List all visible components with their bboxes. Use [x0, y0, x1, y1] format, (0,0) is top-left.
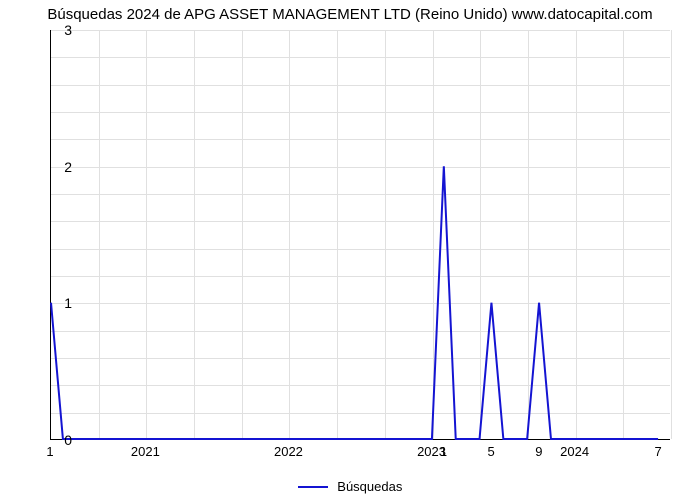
- x-tick-label: 1: [440, 444, 447, 459]
- legend-swatch: [298, 486, 328, 488]
- y-tick-label: 1: [52, 295, 72, 311]
- x-tick-label: 2024: [560, 444, 589, 459]
- y-tick-label: 3: [52, 22, 72, 38]
- x-tick-label: 2022: [274, 444, 303, 459]
- x-tick-label: 9: [535, 444, 542, 459]
- gridline-v: [671, 30, 672, 439]
- y-tick-label: 2: [52, 159, 72, 175]
- line-series: [51, 30, 670, 439]
- x-tick-label: 2021: [131, 444, 160, 459]
- x-tick-label: 5: [488, 444, 495, 459]
- x-tick-label: 7: [654, 444, 661, 459]
- legend-label: Búsquedas: [337, 479, 402, 494]
- x-tick-label: 1: [46, 444, 53, 459]
- plot-area: [50, 30, 670, 440]
- y-tick-label: 0: [52, 432, 72, 448]
- chart-container: Búsquedas 2024 de APG ASSET MANAGEMENT L…: [0, 0, 700, 500]
- chart-title: Búsquedas 2024 de APG ASSET MANAGEMENT L…: [0, 6, 700, 23]
- legend: Búsquedas: [0, 478, 700, 494]
